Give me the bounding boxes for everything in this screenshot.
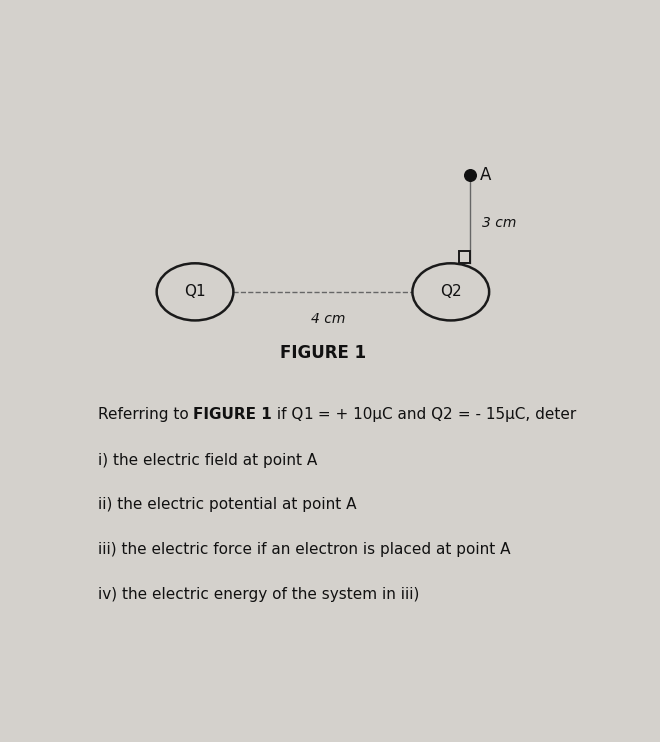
- Text: 2: 2: [444, 407, 453, 422]
- Text: 3 cm: 3 cm: [482, 217, 517, 230]
- Text: Referring to: Referring to: [98, 407, 193, 422]
- Polygon shape: [459, 251, 470, 263]
- Text: if Q: if Q: [272, 407, 304, 422]
- Text: ii) the electric potential at point A: ii) the electric potential at point A: [98, 497, 356, 513]
- Text: iv) the electric energy of the system in iii): iv) the electric energy of the system in…: [98, 587, 419, 602]
- Ellipse shape: [156, 263, 234, 321]
- Text: 4 cm: 4 cm: [311, 312, 345, 326]
- Ellipse shape: [412, 263, 489, 321]
- Text: Q1: Q1: [184, 284, 206, 299]
- Text: i) the electric field at point A: i) the electric field at point A: [98, 453, 317, 468]
- Text: Q2: Q2: [440, 284, 461, 299]
- Text: 1: 1: [304, 407, 314, 422]
- Text: A: A: [479, 165, 491, 184]
- Text: FIGURE 1: FIGURE 1: [280, 344, 366, 362]
- Text: iii) the electric force if an electron is placed at point A: iii) the electric force if an electron i…: [98, 542, 510, 557]
- Text: = - 15μC, deter: = - 15μC, deter: [453, 407, 576, 422]
- Point: [465, 168, 475, 180]
- Text: = + 10μC and Q: = + 10μC and Q: [314, 407, 444, 422]
- Text: FIGURE 1: FIGURE 1: [193, 407, 272, 422]
